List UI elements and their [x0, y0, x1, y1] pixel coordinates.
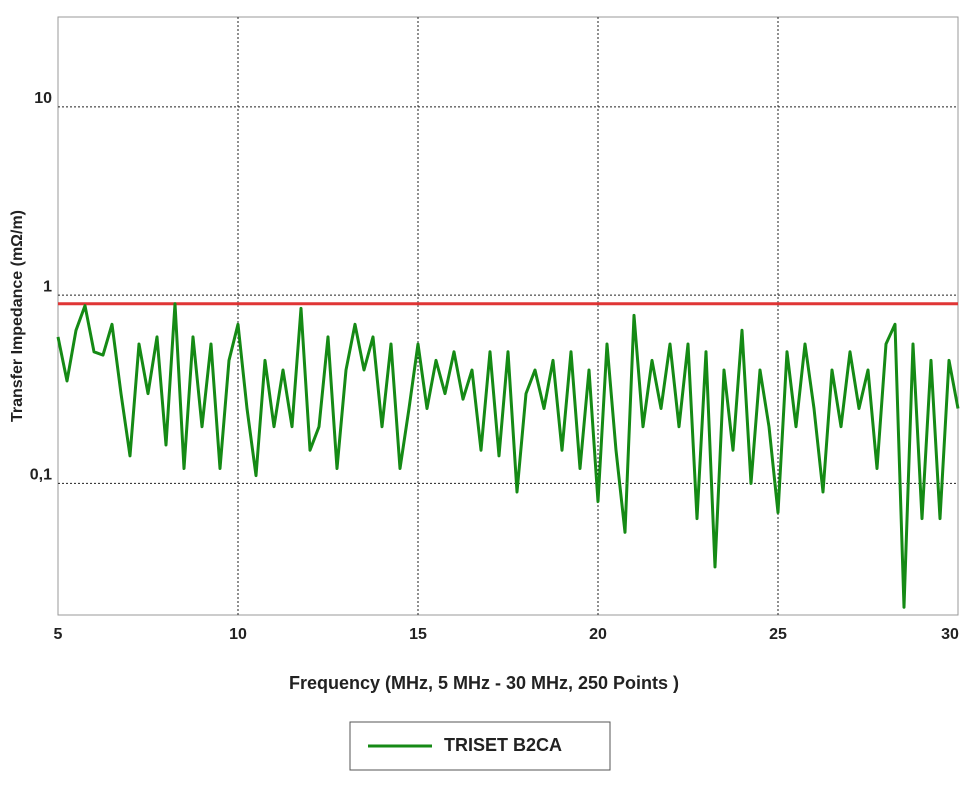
data-line	[56, 302, 960, 609]
x-axis-label: Frequency (MHz, 5 MHz - 30 MHz, 250 Poin…	[289, 673, 679, 693]
y-tick-label: 10	[34, 90, 52, 107]
x-tick-label: 25	[769, 626, 787, 643]
x-tick-label: 20	[589, 626, 607, 643]
plot-frame	[57, 16, 959, 616]
y-axis-label: Transfer Impedance (mΩ/m)	[9, 210, 26, 422]
x-tick-label: 30	[941, 626, 959, 643]
x-tick-label: 5	[54, 626, 63, 643]
y-tick-label: 1	[43, 278, 52, 295]
y-tick-label: 0,1	[30, 467, 52, 484]
x-tick-label: 15	[409, 626, 427, 643]
legend-label: TRISET B2CA	[444, 735, 562, 755]
x-tick-label: 10	[229, 626, 247, 643]
